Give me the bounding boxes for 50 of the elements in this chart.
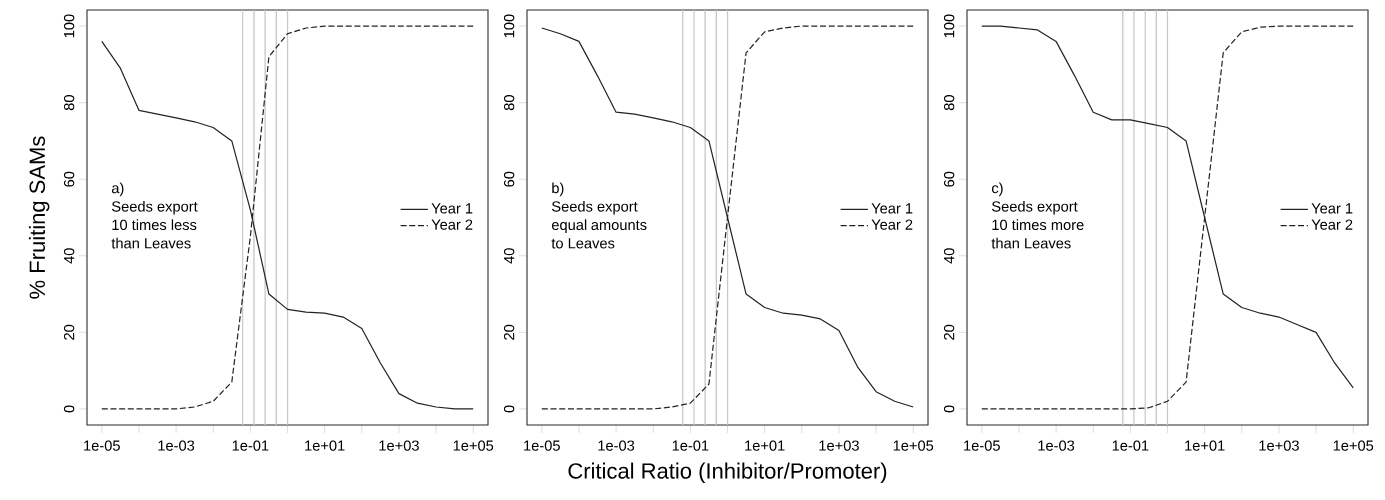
y-tick-label: 0	[503, 405, 515, 413]
y-tick-label: 0	[63, 405, 75, 413]
y-tick-label: 100	[943, 14, 955, 38]
x-tick-label: 1e+03	[1259, 440, 1299, 451]
annotation: a)	[111, 182, 124, 197]
annotation: Seeds export 10 times more than Leaves	[991, 200, 1084, 249]
x-tick-label: 1e+01	[745, 440, 785, 451]
y-tick-label: 60	[503, 171, 515, 187]
x-tick-label: 1e-05	[84, 440, 120, 451]
y-tick-label: 60	[943, 171, 955, 187]
x-tick-label: 1e+03	[379, 440, 419, 451]
legend-label: Year 2	[871, 219, 913, 230]
y-tick-label: 80	[943, 95, 955, 111]
annotation: c)	[991, 182, 1003, 197]
y-tick-label: 40	[943, 248, 955, 264]
y-tick-label: 60	[63, 171, 75, 187]
x-tick-label: 1e-01	[232, 440, 269, 451]
x-axis-title: Critical Ratio (Inhibitor/Promoter)	[568, 462, 887, 484]
x-tick-label: 1e-01	[672, 440, 709, 451]
y-tick-label: 20	[943, 324, 955, 340]
x-tick-label: 1e-03	[1038, 440, 1075, 451]
y-tick-label: 100	[503, 14, 515, 38]
y-tick-label: 40	[503, 248, 515, 264]
legend-label: Year 1	[871, 203, 913, 214]
x-tick-label: 1e+01	[305, 440, 345, 451]
x-tick-label: 1e-03	[598, 440, 635, 451]
y-tick-label: 40	[63, 248, 75, 264]
y-axis-title: % Fruiting SAMs	[28, 136, 50, 299]
x-tick-label: 1e-05	[964, 440, 1000, 451]
y-tick-label: 80	[503, 95, 515, 111]
x-tick-label: 1e+01	[1185, 440, 1225, 451]
x-tick-label: 1e+05	[1333, 440, 1374, 451]
y-tick-label: 80	[63, 95, 75, 111]
x-tick-label: 1e-05	[524, 440, 560, 451]
y-tick-label: 20	[63, 324, 75, 340]
legend-label: Year 2	[431, 219, 473, 230]
annotation: Seeds export equal amounts to Leaves	[551, 200, 647, 249]
x-tick-label: 1e+05	[453, 440, 494, 451]
x-tick-label: 1e-01	[1112, 440, 1149, 451]
y-tick-label: 100	[63, 14, 75, 38]
x-tick-label: 1e+05	[893, 440, 934, 451]
y-tick-label: 0	[943, 405, 955, 413]
annotation: b)	[552, 182, 564, 197]
y-tick-label: 20	[503, 324, 515, 340]
legend-label: Year 1	[431, 203, 473, 214]
x-tick-label: 1e+03	[819, 440, 859, 451]
x-tick-label: 1e-03	[158, 440, 195, 451]
legend-label: Year 2	[1311, 219, 1353, 230]
legend-label: Year 1	[1311, 203, 1353, 214]
annotation: Seeds export 10 times less than Leaves	[111, 200, 198, 249]
